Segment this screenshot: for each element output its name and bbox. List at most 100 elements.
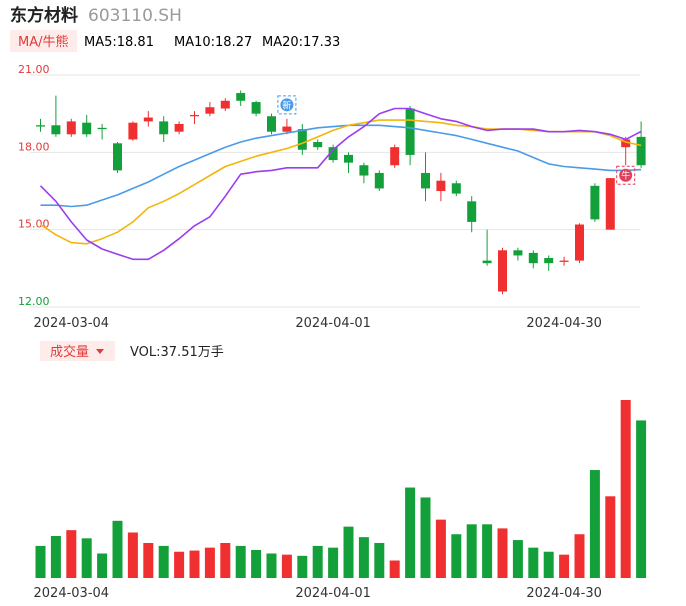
candle-body (143, 117, 153, 122)
volume-bar (189, 550, 200, 578)
candle-body (236, 93, 246, 101)
volume-bar (297, 555, 308, 578)
candle (344, 152, 353, 173)
candle-body (328, 147, 338, 161)
volume-bar (143, 542, 154, 578)
candle (436, 172, 446, 202)
volume-bar (251, 549, 262, 578)
candle (451, 180, 461, 197)
candle (498, 247, 507, 295)
marker-badge[interactable]: 新 (277, 95, 297, 115)
price-axis: 21.00 18.00 15.00 12.00 (18, 63, 50, 308)
candle-body (82, 122, 92, 135)
candle (159, 116, 169, 143)
candle (544, 255, 554, 271)
ma-tag-label[interactable]: MA/牛熊 (18, 34, 69, 50)
price-tick-label: 15.00 (18, 218, 50, 231)
candle-body (51, 125, 61, 135)
candle-body (374, 172, 384, 189)
candle (251, 100, 261, 117)
ma20-legend: MA20:17.33 (262, 35, 340, 50)
volume-bar (220, 542, 231, 578)
volume-value: VOL:37.51万手 (130, 345, 224, 360)
marker-dot (619, 168, 633, 182)
candle (174, 121, 184, 135)
volume-bar (559, 554, 570, 578)
volume-bar (204, 547, 215, 578)
volume-tag-label[interactable]: 成交量 (50, 344, 89, 360)
volume-bar (358, 537, 369, 578)
candle (128, 121, 138, 141)
candle (36, 118, 45, 132)
price-grid (30, 74, 640, 308)
candle (605, 178, 615, 230)
candle (482, 229, 492, 266)
volume-bar (543, 551, 554, 578)
candle (590, 183, 600, 222)
candle (82, 114, 92, 137)
volume-bar (158, 545, 169, 578)
price-tick-label: 21.00 (18, 63, 50, 76)
date-tick-label: 2024-04-30 (526, 586, 602, 601)
candle-body (636, 136, 646, 166)
volume-tag-background[interactable] (40, 341, 115, 361)
candle-body (359, 165, 369, 176)
candle-body (205, 107, 215, 114)
volume-bar (81, 538, 92, 578)
candle (297, 123, 307, 155)
volume-bar (389, 560, 400, 578)
volume-bar (574, 534, 585, 578)
volume-bar (497, 528, 508, 578)
volume-bar (235, 545, 246, 578)
volume-bar (97, 553, 108, 578)
volume-bar (112, 520, 123, 578)
candle-body (174, 123, 184, 132)
stock-name: 东方材料 (10, 5, 78, 26)
stock-code: 603110.SH (88, 6, 182, 26)
candle-body (251, 102, 261, 114)
candle (66, 118, 76, 137)
volume-bar (466, 524, 477, 578)
candle-body (605, 178, 615, 230)
volume-bar (174, 551, 185, 578)
volume-bar (620, 400, 631, 578)
volume-bar (636, 420, 647, 578)
marker-frame (277, 95, 297, 115)
candle (513, 247, 523, 261)
candle (220, 98, 230, 112)
candle (267, 113, 276, 135)
candle-body (528, 252, 538, 264)
candle-body (498, 250, 507, 292)
volume-dropdown-icon[interactable] (96, 349, 104, 354)
candle (421, 152, 430, 202)
volume-bar (528, 547, 539, 578)
volume-bar (35, 545, 46, 578)
candle (190, 111, 199, 124)
date-tick-label: 2024-04-30 (526, 316, 602, 331)
volume-series (35, 400, 647, 578)
volume-bar (605, 496, 616, 578)
volume-bar (374, 542, 385, 578)
candle (51, 95, 61, 137)
volume-bar (482, 524, 493, 578)
volume-bar (451, 534, 462, 578)
ma5-legend: MA5:18.81 (84, 35, 154, 50)
candle-body (36, 125, 45, 127)
marker-badge[interactable]: 牛 (616, 165, 636, 185)
volume-bar (66, 530, 77, 578)
candle (97, 123, 107, 140)
marker-dot (280, 98, 294, 112)
candle (313, 139, 323, 150)
candle (405, 105, 415, 166)
volume-bar (266, 553, 277, 578)
event-markers: 新牛 (277, 95, 636, 185)
volume-bar (281, 554, 292, 578)
ma-tag-background[interactable] (10, 30, 77, 52)
marker-label: 牛 (621, 170, 630, 182)
candle (575, 223, 584, 264)
price-tick-label: 12.00 (18, 295, 50, 308)
candle-body (113, 143, 122, 171)
date-tick-label: 2024-03-04 (34, 316, 110, 331)
candle (374, 170, 384, 191)
